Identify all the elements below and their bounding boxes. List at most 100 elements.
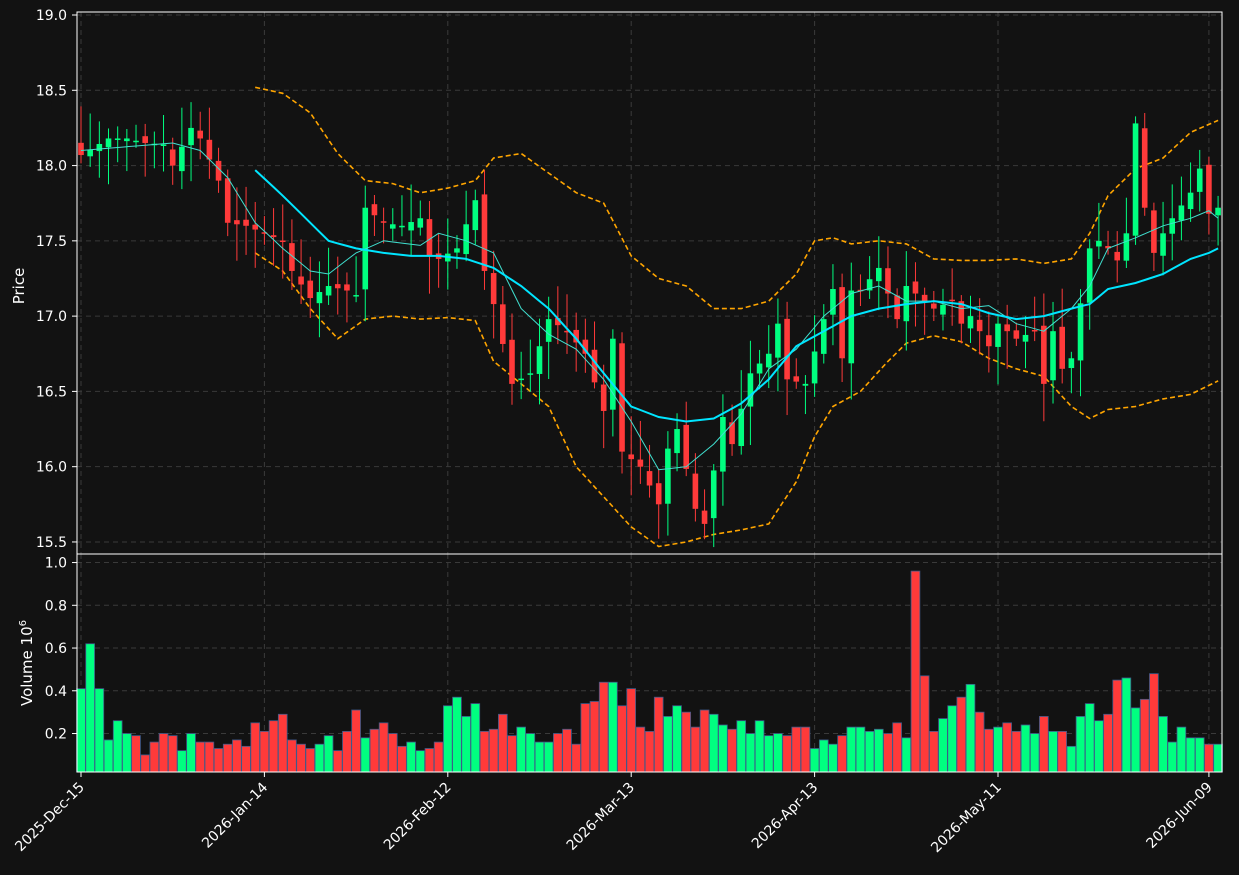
volume-bar-50 bbox=[534, 741, 545, 773]
candle-body-35 bbox=[399, 225, 405, 228]
volume-bar-16 bbox=[222, 743, 233, 773]
candle-body-6 bbox=[133, 140, 139, 143]
candle-body-99 bbox=[986, 335, 992, 347]
volume-bar-24 bbox=[296, 743, 306, 773]
candle-body-0 bbox=[78, 142, 84, 156]
volume-bar-66 bbox=[681, 711, 692, 773]
candle-body-63 bbox=[655, 483, 662, 505]
candle-body-69 bbox=[710, 470, 717, 519]
candle-body-108 bbox=[1068, 358, 1075, 369]
volume-bar-119 bbox=[1167, 741, 1178, 773]
volume-bar-29 bbox=[342, 730, 352, 773]
volume-bar-34 bbox=[387, 733, 398, 773]
volume-panel-frame bbox=[76, 553, 1223, 773]
volume-bar-62 bbox=[644, 730, 655, 773]
candle-body-15 bbox=[215, 160, 222, 181]
volume-bar-57 bbox=[598, 681, 609, 773]
volume-bar-30 bbox=[351, 709, 361, 773]
volume-bar-37 bbox=[415, 750, 426, 773]
volume-bar-90 bbox=[901, 737, 912, 773]
volume-bar-61 bbox=[635, 726, 646, 773]
volume-bar-60 bbox=[626, 688, 636, 773]
volume-bar-82 bbox=[828, 743, 838, 773]
candle-body-95 bbox=[949, 299, 955, 302]
volume-axis-label-text: Volume 10 bbox=[18, 626, 36, 706]
volume-bar-103 bbox=[1020, 724, 1031, 773]
candle-body-98 bbox=[976, 319, 983, 332]
candle-body-38 bbox=[426, 219, 433, 256]
candle-body-52 bbox=[555, 318, 561, 326]
volume-bar-69 bbox=[708, 713, 719, 773]
candle-body-13 bbox=[197, 130, 204, 139]
volume-bar-98 bbox=[974, 711, 985, 773]
volume-bar-73 bbox=[745, 733, 756, 773]
candle-body-12 bbox=[188, 127, 194, 146]
price-tick-label-3: 17.0 bbox=[36, 309, 67, 325]
candle-body-53 bbox=[564, 330, 570, 333]
candle-body-109 bbox=[1077, 303, 1084, 361]
candle-body-26 bbox=[316, 292, 323, 304]
volume-bar-2 bbox=[94, 688, 105, 773]
volume-bar-4 bbox=[112, 720, 123, 773]
volume-bar-114 bbox=[1121, 677, 1132, 773]
candle-body-113 bbox=[1114, 251, 1121, 261]
volume-bar-67 bbox=[690, 726, 701, 773]
volume-bar-108 bbox=[1066, 745, 1077, 773]
candle-body-29 bbox=[344, 284, 350, 291]
volume-bar-112 bbox=[1103, 713, 1113, 773]
candle-body-114 bbox=[1123, 233, 1130, 261]
volume-bar-105 bbox=[1039, 716, 1049, 773]
price-tick-label-6: 18.5 bbox=[36, 83, 67, 99]
candle-body-47 bbox=[509, 339, 515, 384]
volume-bar-115 bbox=[1130, 707, 1141, 773]
volume-bar-10 bbox=[167, 735, 178, 773]
volume-bar-76 bbox=[773, 733, 783, 773]
candle-body-4 bbox=[114, 138, 121, 140]
candle-body-92 bbox=[921, 294, 928, 302]
candle-body-50 bbox=[536, 346, 543, 374]
volume-bar-28 bbox=[332, 750, 343, 773]
candle-body-80 bbox=[811, 351, 818, 384]
price-tick-label-0: 15.5 bbox=[36, 535, 67, 551]
volume-bar-81 bbox=[818, 739, 829, 773]
volume-bar-49 bbox=[525, 733, 536, 773]
candle-body-58 bbox=[610, 338, 616, 410]
volume-bar-97 bbox=[965, 683, 976, 773]
volume-bar-102 bbox=[1011, 730, 1022, 773]
candle-body-73 bbox=[747, 373, 754, 407]
volume-bar-94 bbox=[938, 718, 948, 773]
volume-bar-48 bbox=[516, 726, 526, 773]
candle-body-111 bbox=[1096, 240, 1102, 247]
candle-body-70 bbox=[720, 416, 726, 472]
volume-bar-80 bbox=[809, 748, 820, 773]
candle-body-71 bbox=[729, 422, 735, 445]
volume-axis-exponent: 6 bbox=[18, 620, 29, 626]
volume-bar-104 bbox=[1029, 733, 1040, 773]
candle-body-42 bbox=[463, 224, 469, 255]
candle-body-49 bbox=[527, 373, 534, 375]
candle-body-110 bbox=[1086, 248, 1093, 303]
price-tick-label-1: 16.0 bbox=[36, 460, 67, 476]
candle-body-5 bbox=[124, 138, 130, 142]
candle-body-88 bbox=[885, 268, 891, 294]
price-tick-label-7: 19.0 bbox=[36, 8, 67, 24]
candle-body-118 bbox=[1160, 233, 1166, 256]
volume-bar-117 bbox=[1149, 673, 1159, 773]
candle-body-44 bbox=[481, 194, 488, 271]
candle-body-116 bbox=[1141, 128, 1148, 208]
volume-bar-123 bbox=[1204, 743, 1214, 773]
price-tick-label-5: 18.0 bbox=[36, 159, 67, 175]
volume-bar-43 bbox=[470, 703, 481, 773]
volume-bar-116 bbox=[1139, 698, 1150, 773]
volume-bar-101 bbox=[1002, 722, 1012, 773]
candle-body-36 bbox=[408, 222, 414, 231]
volume-axis-label: Volume 106 bbox=[18, 620, 36, 706]
candle-body-24 bbox=[298, 276, 304, 285]
volume-bar-59 bbox=[617, 705, 627, 773]
volume-bar-84 bbox=[846, 726, 857, 773]
candle-body-84 bbox=[848, 290, 855, 364]
candle-body-97 bbox=[967, 316, 974, 329]
candle-body-41 bbox=[454, 248, 460, 253]
candle-body-112 bbox=[1105, 245, 1111, 249]
volume-bar-38 bbox=[424, 748, 435, 773]
